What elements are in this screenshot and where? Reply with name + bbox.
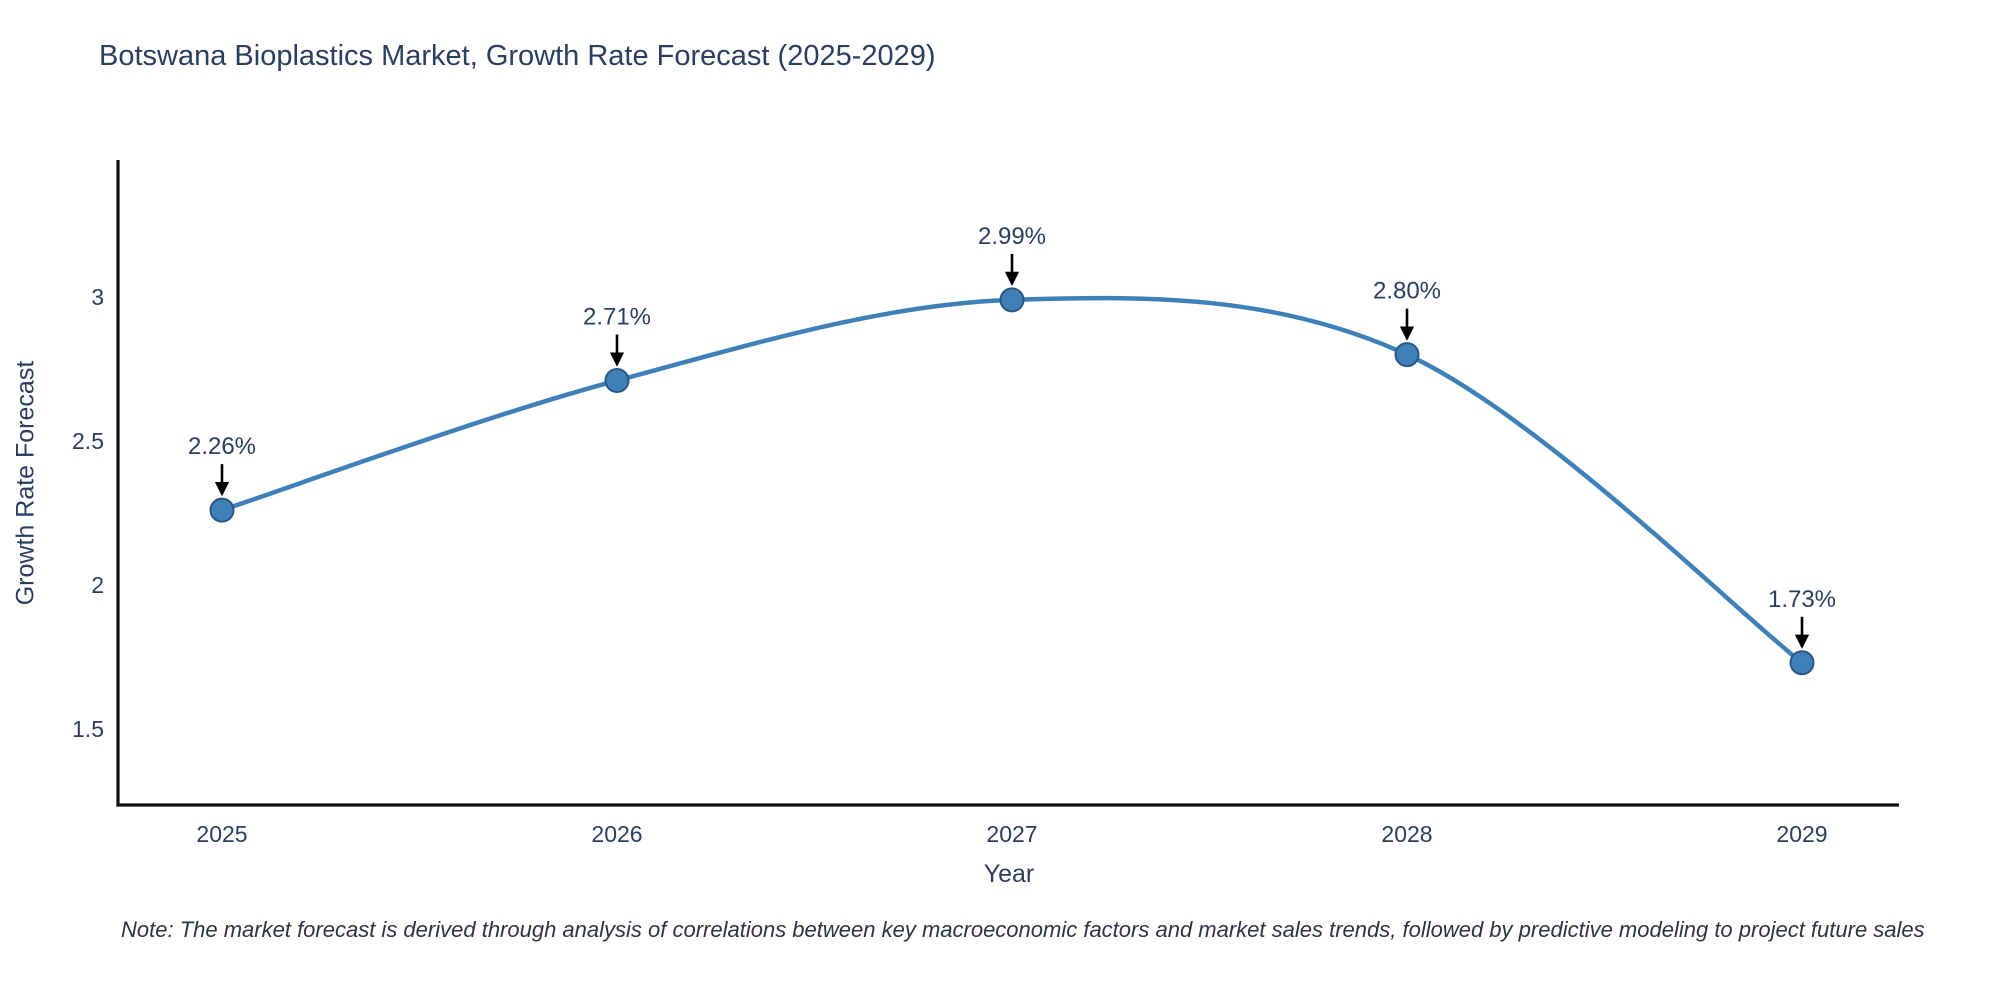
line-series-path [221, 295, 1804, 665]
annotations: 2.26% 2.71% 2.99% 2.80% 1.73% [188, 223, 1836, 649]
y-tick-label: 3 [91, 284, 104, 310]
x-tick-label: 2029 [1776, 821, 1827, 847]
footnote: Note: The market forecast is derived thr… [121, 917, 1925, 942]
data-point-label: 1.73% [1768, 586, 1836, 613]
line-series [209, 287, 1815, 676]
data-point-marker-2029[interactable] [1789, 650, 1815, 676]
chart-title: Botswana Bioplastics Market, Growth Rate… [99, 40, 936, 72]
tick-labels: 1.5 2 2.5 3 2025 2026 2027 2028 2029 [72, 284, 1828, 847]
x-tick-label: 2027 [986, 821, 1037, 847]
data-point-label: 2.99% [978, 223, 1046, 250]
y-tick-label: 2 [91, 572, 104, 598]
data-point-label: 2.80% [1373, 278, 1441, 305]
data-point-label: 2.71% [583, 304, 651, 331]
x-axis-title: Year [983, 860, 1035, 888]
y-tick-label: 2.5 [72, 428, 104, 454]
x-tick-label: 2025 [196, 821, 247, 847]
data-point-marker-2028[interactable] [1394, 342, 1420, 368]
axes [116, 160, 1899, 807]
y-tick-label: 1.5 [72, 716, 104, 742]
data-point-marker-2027[interactable] [999, 287, 1025, 313]
x-tick-label: 2028 [1381, 821, 1432, 847]
data-point-marker-2025[interactable] [209, 497, 235, 523]
x-tick-label: 2026 [591, 821, 642, 847]
data-point-label: 2.26% [188, 433, 256, 460]
data-point-marker-2026[interactable] [604, 368, 630, 394]
